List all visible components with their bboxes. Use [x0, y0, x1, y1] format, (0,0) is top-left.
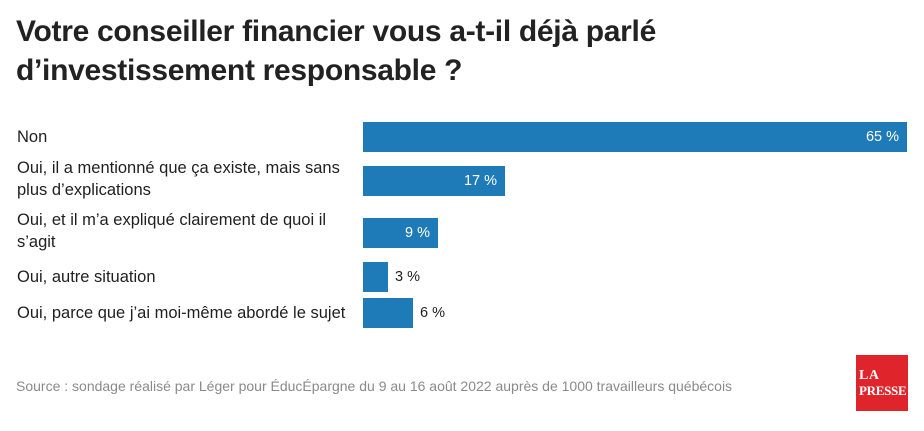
bar	[363, 298, 413, 328]
la-presse-logo: LA PRESSE	[856, 355, 908, 411]
category-label: Oui, et il m’a expliqué clairement de qu…	[17, 211, 327, 251]
source-note: Source : sondage réalisé par Léger pour …	[16, 378, 733, 394]
bar	[363, 262, 388, 292]
value-label: 65 %	[865, 129, 899, 145]
value-label: 9 %	[405, 225, 430, 241]
category-label: Oui, autre situation	[17, 268, 156, 286]
value-label: 3 %	[395, 269, 420, 285]
bar	[363, 122, 907, 152]
value-label: 17 %	[463, 173, 497, 189]
category-label: Oui, parce que j’ai moi-même abordé le s…	[17, 304, 346, 322]
bar	[363, 218, 438, 248]
category-label: Non	[17, 128, 48, 146]
chart-title: Votre conseiller financier vous a-t-il d…	[16, 15, 656, 87]
logo-line-1: LA	[859, 368, 880, 383]
logo-line-2: PRESSE	[859, 383, 907, 398]
category-label: Oui, il a mentionné que ça existe, mais …	[17, 159, 340, 199]
value-label: 6 %	[420, 305, 445, 321]
bar	[363, 166, 505, 196]
